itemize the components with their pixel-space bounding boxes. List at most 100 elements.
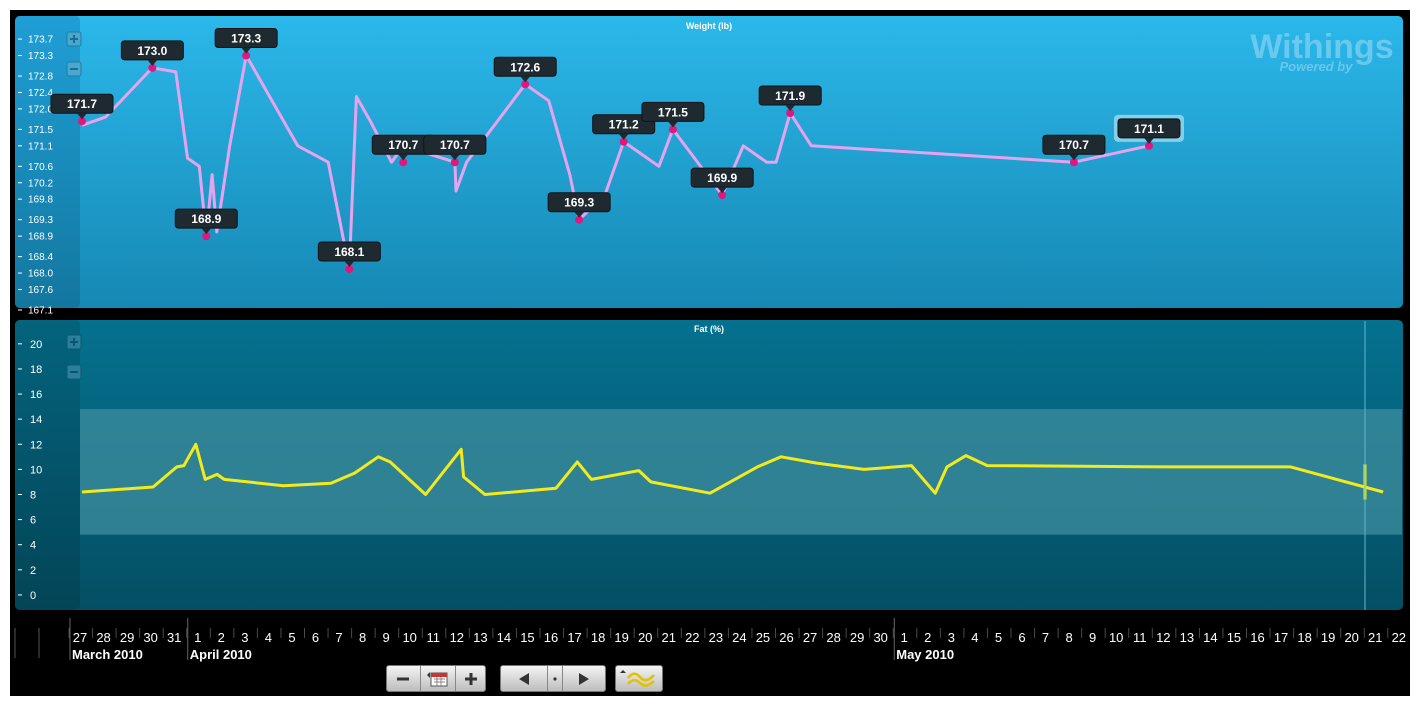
weight-value-label[interactable]: 173.0 bbox=[120, 40, 184, 66]
timeline-day-label: 23 bbox=[709, 630, 723, 645]
weight-data-point[interactable] bbox=[450, 158, 459, 167]
fat-y-tick-label: 18 bbox=[30, 364, 42, 376]
weight-data-point[interactable] bbox=[718, 191, 727, 200]
fat-y-tick-label: 2 bbox=[30, 565, 36, 577]
timeline-day-label: 29 bbox=[850, 630, 864, 645]
fat-y-tick-label: 6 bbox=[30, 515, 36, 527]
weight-value-label[interactable]: 170.7 bbox=[371, 134, 435, 161]
weight-label-text: 171.5 bbox=[658, 105, 688, 119]
timeline-day-label: 30 bbox=[143, 630, 157, 645]
timeline-day-label: 19 bbox=[1321, 630, 1335, 645]
weight-y-tick-label: 172.8 bbox=[28, 72, 53, 83]
zoom-out-button[interactable] bbox=[387, 666, 419, 691]
weight-data-point[interactable] bbox=[399, 158, 408, 167]
timeline-month-label: March 2010 bbox=[72, 647, 143, 662]
timeline-day-label: 21 bbox=[1368, 630, 1382, 645]
weight-data-point[interactable] bbox=[1144, 141, 1153, 150]
weight-value-label[interactable]: 170.7 bbox=[1042, 134, 1106, 161]
weight-y-tick-label: 170.2 bbox=[28, 178, 53, 189]
weight-data-point[interactable] bbox=[242, 51, 251, 60]
fat-y-tick-label: 14 bbox=[30, 414, 42, 426]
fat-y-tick-label: 16 bbox=[30, 389, 42, 401]
weight-value-label[interactable]: 169.3 bbox=[547, 192, 611, 218]
pan-controls bbox=[500, 665, 606, 692]
smoothing-toggle-button[interactable] bbox=[615, 665, 663, 692]
timeline-day-label: 28 bbox=[826, 630, 840, 645]
weight-value-label[interactable]: 171.1 bbox=[1113, 114, 1184, 144]
weight-zoom-in-button[interactable] bbox=[66, 31, 82, 47]
dot-icon bbox=[553, 676, 557, 681]
weight-data-point[interactable] bbox=[786, 108, 795, 117]
timeline-day-label: 18 bbox=[1297, 630, 1311, 645]
timeline-day-label: 14 bbox=[1203, 630, 1217, 645]
fat-zoom-out-button[interactable] bbox=[66, 364, 82, 380]
weight-label-text: 171.2 bbox=[609, 118, 639, 132]
timeline-day-label: 3 bbox=[241, 630, 248, 645]
weight-data-point[interactable] bbox=[148, 63, 157, 72]
weight-y-tick-label: 170.6 bbox=[28, 162, 53, 173]
weight-data-point[interactable] bbox=[521, 80, 530, 89]
fat-y-tick-label: 4 bbox=[30, 540, 36, 552]
timeline-day-label: 4 bbox=[265, 630, 272, 645]
fat-zoom-in-button[interactable] bbox=[66, 334, 82, 350]
timeline-day-label: 11 bbox=[427, 630, 441, 645]
weight-y-tick-label: 168.9 bbox=[28, 232, 53, 243]
pan-right-button[interactable] bbox=[561, 666, 607, 691]
weight-data-point[interactable] bbox=[575, 215, 584, 224]
weight-value-label[interactable]: 173.3 bbox=[214, 28, 278, 54]
weight-zoom-out-button[interactable] bbox=[66, 61, 82, 77]
weight-label-text: 169.3 bbox=[564, 196, 594, 210]
weight-value-label[interactable]: 169.9 bbox=[690, 167, 754, 194]
brand-tagline: Powered by bbox=[1280, 59, 1354, 74]
fat-plot-area bbox=[80, 409, 1402, 535]
weight-label-text: 171.7 bbox=[67, 97, 97, 111]
weight-y-tick-label: 173.3 bbox=[28, 51, 53, 62]
weight-data-point[interactable] bbox=[78, 117, 86, 126]
weight-y-tick-label: 167.6 bbox=[28, 285, 53, 296]
weight-y-tick-label: 173.7 bbox=[28, 35, 53, 46]
chart-frame: 173.7 173.3 172.8 172.4 172.0 171.5 171.1 170.6… bbox=[10, 10, 1410, 696]
weight-data-point[interactable] bbox=[668, 125, 677, 134]
timeline-day-label: 22 bbox=[685, 630, 699, 645]
pan-center-button[interactable] bbox=[547, 666, 563, 691]
plus-icon bbox=[465, 672, 477, 685]
weight-value-label[interactable]: 171.2 bbox=[592, 114, 656, 140]
timeline-day-label: 16 bbox=[544, 630, 558, 645]
weight-data-point[interactable] bbox=[202, 232, 211, 241]
timeline-day-label: 26 bbox=[779, 630, 793, 645]
weight-value-label[interactable]: 172.6 bbox=[493, 56, 557, 83]
weight-value-label[interactable]: 170.7 bbox=[423, 134, 487, 161]
weight-data-point[interactable] bbox=[619, 137, 628, 146]
weight-value-label[interactable]: 171.9 bbox=[758, 85, 822, 111]
weight-y-tick-label: 169.3 bbox=[28, 215, 53, 226]
weight-data-point[interactable] bbox=[1069, 158, 1078, 167]
weight-value-label[interactable]: 168.9 bbox=[174, 208, 238, 235]
timeline-day-label: 2 bbox=[924, 630, 931, 645]
weight-axis-area bbox=[15, 16, 80, 308]
zoom-in-button[interactable] bbox=[455, 666, 487, 691]
timeline-day-label: 10 bbox=[1109, 630, 1123, 645]
timeline-day-label: 17 bbox=[1274, 630, 1288, 645]
fat-y-tick-label: 20 bbox=[30, 339, 42, 351]
weight-label-pointer bbox=[201, 228, 212, 235]
timeline-axis[interactable]: 27 28 29 30 31 1 2 3 4 5 6 7 8 9 10 11 12 13 14 15 16 17 18 19 2… bbox=[14, 618, 1406, 662]
weight-label-pointer bbox=[520, 76, 531, 83]
weight-data-point[interactable] bbox=[345, 264, 354, 273]
timeline-day-label: 8 bbox=[359, 630, 366, 645]
timeline-month-label: May 2010 bbox=[896, 647, 954, 662]
timeline-day-label: 12 bbox=[450, 630, 464, 645]
minus-icon bbox=[397, 677, 409, 680]
weight-value-label[interactable]: 171.5 bbox=[641, 101, 705, 128]
timeline-day-label: 7 bbox=[335, 630, 342, 645]
weight-value-label[interactable]: 171.7 bbox=[50, 93, 114, 120]
pan-left-button[interactable] bbox=[501, 666, 547, 691]
weight-value-label[interactable]: 168.1 bbox=[317, 241, 381, 267]
weight-label-pointer bbox=[241, 47, 252, 54]
calendar-button[interactable] bbox=[420, 666, 456, 691]
timeline-day-label: 8 bbox=[1065, 630, 1072, 645]
timeline-day-label: 12 bbox=[1156, 630, 1170, 645]
weight-label-text: 168.9 bbox=[191, 212, 221, 226]
weight-label-pointer bbox=[785, 104, 796, 111]
fat-axis-area bbox=[15, 320, 80, 610]
